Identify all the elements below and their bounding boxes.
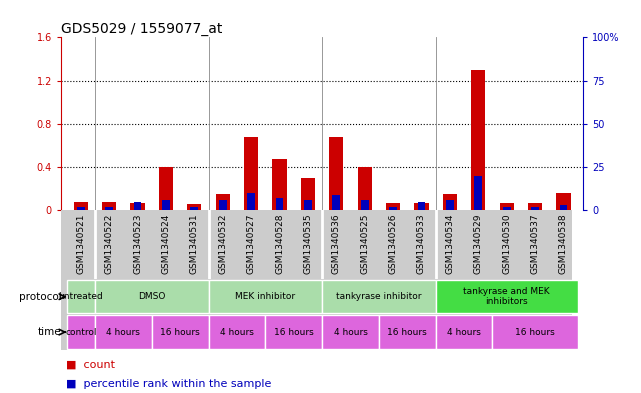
Bar xyxy=(436,280,578,313)
Bar xyxy=(208,280,322,313)
Text: ■  count: ■ count xyxy=(66,360,115,369)
Bar xyxy=(67,316,95,349)
Text: 16 hours: 16 hours xyxy=(274,328,313,336)
Bar xyxy=(131,203,145,210)
Bar xyxy=(528,203,542,210)
Text: 4 hours: 4 hours xyxy=(447,328,481,336)
Bar xyxy=(95,280,208,313)
Bar xyxy=(443,194,457,210)
Text: GSM1340531: GSM1340531 xyxy=(190,214,199,274)
Bar xyxy=(187,204,201,210)
Text: tankyrase and MEK
inhibitors: tankyrase and MEK inhibitors xyxy=(463,287,550,307)
Bar xyxy=(102,202,116,210)
Text: 4 hours: 4 hours xyxy=(220,328,254,336)
Text: 16 hours: 16 hours xyxy=(160,328,200,336)
Text: untreated: untreated xyxy=(58,292,103,301)
Bar xyxy=(74,202,88,210)
Bar xyxy=(244,137,258,210)
Text: tankyrase inhibitor: tankyrase inhibitor xyxy=(336,292,422,301)
Bar xyxy=(503,207,510,210)
Bar xyxy=(333,195,340,210)
Bar xyxy=(417,202,426,210)
Text: MEK inhibitor: MEK inhibitor xyxy=(235,292,296,301)
Bar xyxy=(247,193,255,210)
Text: 4 hours: 4 hours xyxy=(106,328,140,336)
Bar xyxy=(95,316,152,349)
Bar xyxy=(190,207,198,210)
Bar xyxy=(556,193,570,210)
Text: time: time xyxy=(38,327,62,337)
Bar xyxy=(361,200,369,210)
Text: GSM1340532: GSM1340532 xyxy=(218,214,227,274)
Bar xyxy=(499,203,513,210)
Bar xyxy=(379,316,436,349)
Bar xyxy=(208,316,265,349)
Bar xyxy=(474,176,482,210)
Text: GSM1340524: GSM1340524 xyxy=(162,214,171,274)
Bar xyxy=(414,203,429,210)
Text: GSM1340533: GSM1340533 xyxy=(417,214,426,274)
Bar xyxy=(531,207,539,210)
Bar xyxy=(272,160,287,210)
Text: GSM1340530: GSM1340530 xyxy=(502,214,511,274)
Text: DMSO: DMSO xyxy=(138,292,165,301)
Bar xyxy=(492,316,578,349)
Bar xyxy=(386,203,400,210)
Bar xyxy=(446,200,454,210)
Bar xyxy=(276,198,283,210)
Text: GSM1340527: GSM1340527 xyxy=(247,214,256,274)
Text: GSM1340538: GSM1340538 xyxy=(559,214,568,274)
Text: control: control xyxy=(65,328,97,336)
Text: GSM1340523: GSM1340523 xyxy=(133,214,142,274)
Bar xyxy=(159,167,173,210)
Bar xyxy=(329,137,344,210)
Text: GSM1340536: GSM1340536 xyxy=(332,214,341,274)
Text: GSM1340521: GSM1340521 xyxy=(76,214,85,274)
Bar xyxy=(215,194,230,210)
Bar xyxy=(322,280,436,313)
Text: protocol: protocol xyxy=(19,292,62,302)
Bar xyxy=(162,200,170,210)
Text: GSM1340535: GSM1340535 xyxy=(303,214,312,274)
Text: GSM1340522: GSM1340522 xyxy=(104,214,113,274)
Bar xyxy=(322,316,379,349)
Bar xyxy=(471,70,485,210)
Bar xyxy=(560,205,567,210)
Text: GSM1340525: GSM1340525 xyxy=(360,214,369,274)
Bar xyxy=(436,316,492,349)
Bar xyxy=(77,207,85,210)
Text: ■  percentile rank within the sample: ■ percentile rank within the sample xyxy=(66,379,272,389)
Bar xyxy=(304,200,312,210)
Bar xyxy=(358,167,372,210)
Text: GSM1340528: GSM1340528 xyxy=(275,214,284,274)
Bar xyxy=(389,207,397,210)
Text: GSM1340526: GSM1340526 xyxy=(388,214,397,274)
Bar xyxy=(219,200,227,210)
Text: 16 hours: 16 hours xyxy=(515,328,555,336)
Text: GSM1340529: GSM1340529 xyxy=(474,214,483,274)
Bar xyxy=(105,207,113,210)
Text: GDS5029 / 1559077_at: GDS5029 / 1559077_at xyxy=(61,22,222,36)
Bar xyxy=(152,316,208,349)
Text: GSM1340537: GSM1340537 xyxy=(531,214,540,274)
Bar xyxy=(265,316,322,349)
Bar xyxy=(301,178,315,210)
Text: 16 hours: 16 hours xyxy=(387,328,427,336)
Bar xyxy=(67,280,95,313)
Bar xyxy=(134,202,142,210)
Text: GSM1340534: GSM1340534 xyxy=(445,214,454,274)
Text: 4 hours: 4 hours xyxy=(333,328,367,336)
